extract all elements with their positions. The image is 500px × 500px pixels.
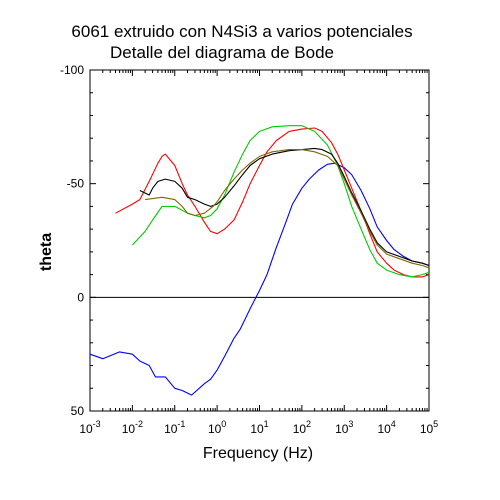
x-tick-label: 10-3: [79, 419, 100, 436]
y-axis-label: theta: [38, 233, 55, 271]
series-line-1: [89, 162, 430, 396]
x-tick-label: 103: [335, 419, 353, 436]
x-tick-label: 10-1: [164, 419, 185, 436]
x-tick-label: 102: [293, 419, 311, 436]
y-tick-label: 0: [77, 290, 84, 304]
x-tick-label: 10-2: [122, 419, 143, 436]
series-line-5: [145, 149, 430, 269]
x-tick-label: 101: [250, 419, 268, 436]
chart-subtitle: Detalle del diagrama de Bode: [110, 43, 334, 62]
chart-title: 6061 extruido con N4Si3 a varios potenci…: [71, 22, 412, 41]
x-axis-label: Frequency (Hz): [203, 445, 313, 462]
plot-area: [89, 69, 430, 412]
series-group: [89, 125, 430, 396]
series-line-2: [115, 127, 430, 278]
tick-labels: 10-3 10-2 10-1 100 101 102 103 104 105 -100 -50 0 50: [60, 63, 438, 436]
x-tick-label: 104: [377, 419, 395, 436]
axis-ticks: [89, 69, 430, 412]
x-tick-label: 100: [208, 419, 226, 436]
y-tick-label: 50: [71, 404, 85, 418]
series-line-4: [139, 147, 430, 267]
x-tick-label: 105: [420, 419, 438, 436]
y-tick-label: -100: [60, 63, 84, 77]
y-tick-label: -50: [67, 177, 85, 191]
